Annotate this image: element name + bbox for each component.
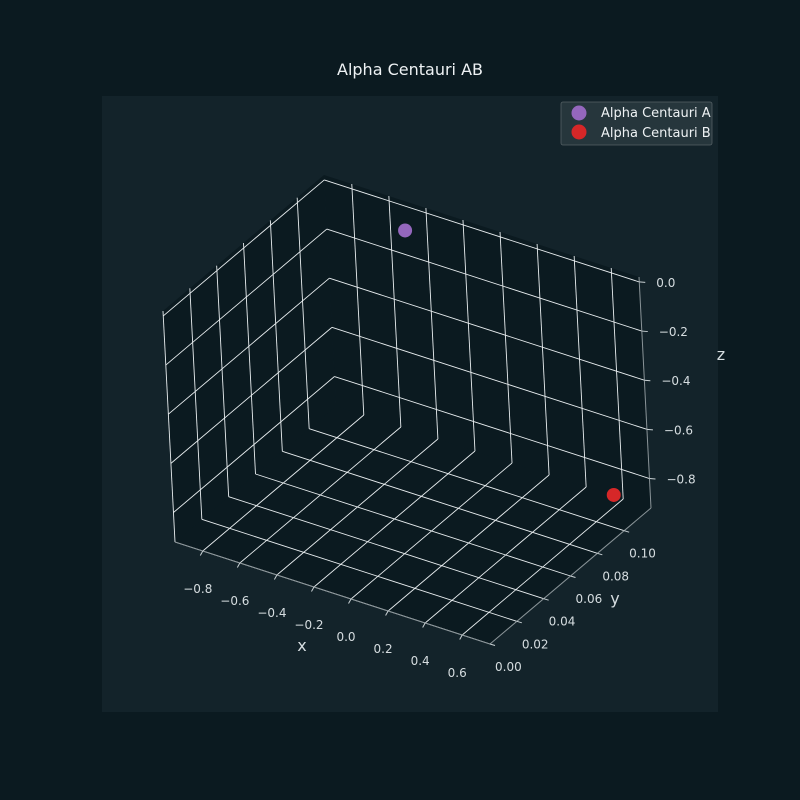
- back-wall-pane: [324, 175, 651, 508]
- z-tick-label-3: −0.6: [664, 423, 693, 437]
- grid-left-z-1: [165, 228, 328, 366]
- grid-floor-y-5: [309, 428, 625, 532]
- y-tick-mark-4: [597, 552, 603, 556]
- grid-floor-y-1: [201, 518, 517, 622]
- ticks: −0.8 −0.6 −0.4 −0.2 0.0 0.2 0.4 0.6 0.000.020.04…: [174, 276, 696, 680]
- y-tick-label-2: 0.04: [549, 615, 576, 629]
- grid-floor-y-2: [228, 496, 544, 600]
- x-tick-label-0: −0.8: [183, 582, 212, 596]
- grid-back-x-0: [351, 183, 365, 416]
- x-axis-label: x: [297, 636, 306, 655]
- z-tick-mark-2: [644, 379, 651, 382]
- z-tick-mark-3: [646, 428, 653, 431]
- y-tick-label-3: 0.06: [576, 592, 603, 606]
- z-tick-label-1: −0.2: [659, 325, 688, 339]
- x-tick-mark-5: [385, 610, 389, 616]
- z-tick-mark-4: [649, 478, 656, 480]
- chart-title: Alpha Centauri AB: [337, 60, 483, 79]
- x-tick-label-6: 0.4: [411, 654, 430, 668]
- y-tick-mark-1: [516, 620, 522, 624]
- legend-label-alpha-centauri-b: Alpha Centauri B: [601, 126, 711, 141]
- grid-back-x-3: [462, 219, 476, 452]
- x-tick-mark-0: [199, 550, 204, 556]
- z-tick-label-0: 0.0: [656, 276, 675, 290]
- x-tick-mark-7: [459, 634, 463, 640]
- y-tick-label-1: 0.02: [522, 637, 549, 651]
- y-tick-mark-3: [570, 575, 576, 578]
- points: [398, 223, 621, 502]
- y-tick-mark-5: [624, 530, 630, 533]
- y-tick-label-0: 0.00: [495, 660, 522, 674]
- point-alpha-centauri-a-0: [398, 223, 413, 238]
- grid-floor-y-3: [255, 473, 571, 577]
- y-axis-label: y: [610, 589, 619, 608]
- grid-floor-y-4: [282, 450, 598, 554]
- grid-left-z-2: [168, 277, 330, 415]
- grid-left-y-3: [243, 242, 256, 475]
- grid-back-z-1: [326, 228, 642, 332]
- grid-left-y-0: [162, 310, 176, 543]
- grid-back-x-1: [388, 195, 402, 428]
- z-axis-label: z: [717, 345, 725, 364]
- grid-left-z-4: [173, 376, 335, 513]
- grid-back-x-7: [610, 267, 624, 500]
- z-tick-mark-0: [639, 281, 646, 283]
- legend-label-alpha-centauri-a: Alpha Centauri A: [601, 106, 711, 121]
- grid-left-y-2: [216, 265, 230, 497]
- point-alpha-centauri-b-0: [606, 487, 621, 502]
- grid-left-y-1: [189, 288, 203, 520]
- grid-left-y-5: [296, 197, 310, 429]
- z-tick-mark-1: [641, 330, 648, 333]
- grid-left-y-4: [269, 220, 283, 452]
- legend-box: [560, 101, 713, 146]
- z-tick-label-4: −0.8: [666, 473, 695, 487]
- x-tick-mark-2: [273, 574, 278, 580]
- legend-marker-alpha-centauri-b: [571, 124, 587, 140]
- grid-back-z-4: [334, 376, 650, 479]
- y-tick-label-4: 0.08: [602, 569, 629, 583]
- z-axis-line: [638, 276, 652, 509]
- x-tick-label-1: −0.6: [220, 594, 249, 608]
- legend: Alpha Centauri A Alpha Centauri B: [560, 101, 713, 146]
- grid-left-z-0: [162, 179, 325, 317]
- grid-back-z-2: [329, 277, 645, 381]
- y-tick-mark-0: [489, 643, 496, 646]
- grid-back-x-4: [499, 231, 513, 464]
- x-tick-label-2: −0.4: [257, 606, 286, 620]
- grid-back-z-0: [324, 179, 640, 283]
- x-tick-label-3: −0.2: [294, 618, 323, 632]
- y-tick-mark-2: [543, 598, 549, 601]
- grid-left-z-3: [170, 327, 333, 464]
- z-tick-label-2: −0.4: [661, 374, 690, 388]
- x-tick-mark-3: [311, 586, 315, 592]
- x-tick-label-7: 0.6: [448, 666, 467, 680]
- legend-marker-alpha-centauri-a: [571, 105, 587, 121]
- grid-back-x-5: [536, 243, 550, 476]
- x-axis-line: [174, 541, 491, 645]
- x-tick-mark-6: [422, 622, 426, 628]
- x-tick-mark-4: [348, 598, 352, 604]
- y-tick-label-5: 0.10: [629, 547, 656, 561]
- x-tick-label-4: 0.0: [336, 630, 355, 644]
- x-tick-mark-1: [236, 562, 241, 568]
- grid-back-x-6: [573, 255, 587, 488]
- grid-back-x-2: [425, 207, 439, 440]
- grid-back-z-3: [331, 326, 648, 430]
- x-tick-label-5: 0.2: [374, 642, 393, 656]
